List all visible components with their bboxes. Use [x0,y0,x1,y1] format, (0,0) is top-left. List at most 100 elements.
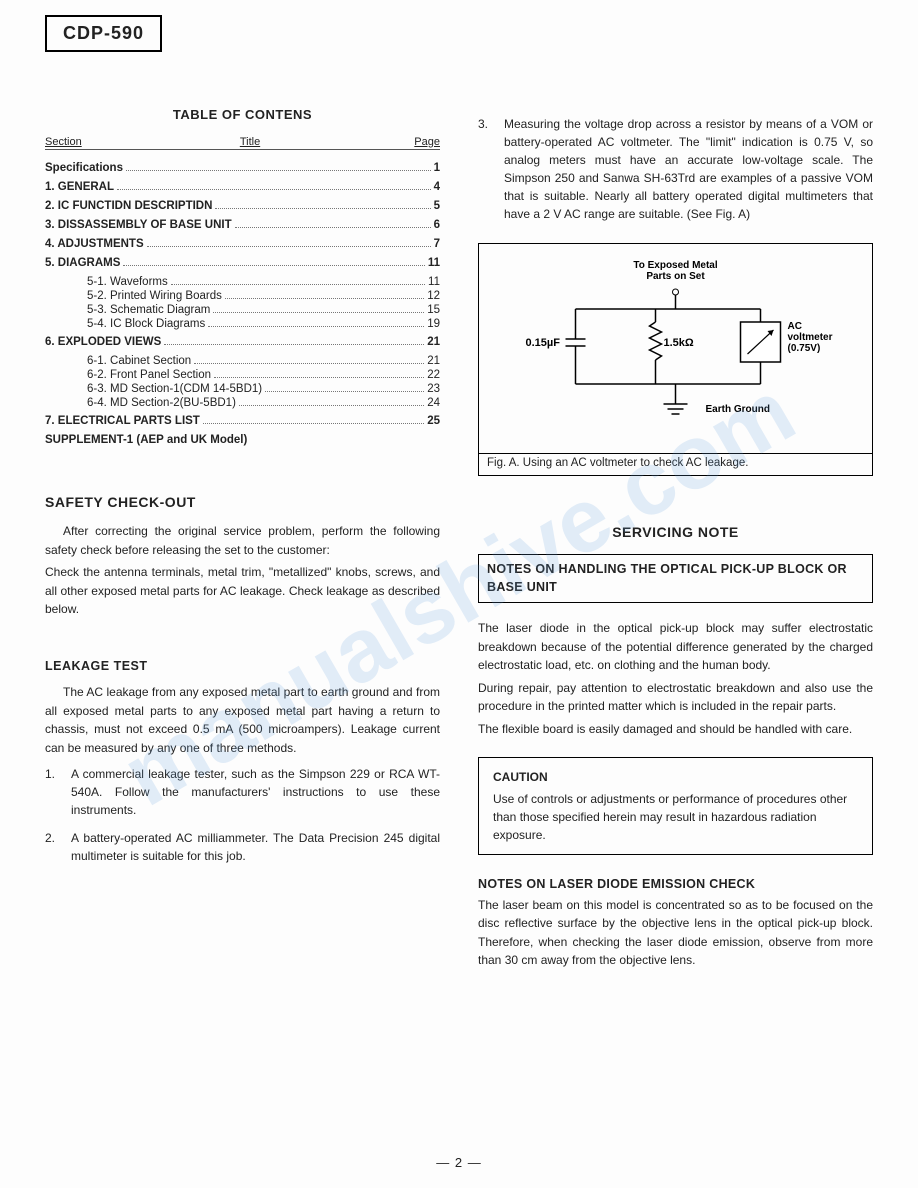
svg-text:0.15µF: 0.15µF [526,337,561,349]
toc-dots [214,377,424,378]
toc-dots [126,170,431,171]
toc-dots [117,189,431,190]
toc-label: 6-1. Cabinet Section [87,355,191,367]
toc-label: Specifications [45,162,123,174]
toc-label: 5-4. IC Block Diagrams [87,318,205,330]
svg-text:AC: AC [788,321,802,332]
toc-header-title: Title [100,136,400,148]
svg-text:(0.75V): (0.75V) [788,343,821,354]
svg-text:Parts on Set: Parts on Set [646,271,705,282]
toc-page: 21 [427,355,440,367]
toc-page: 24 [427,397,440,409]
toc-page: 6 [434,219,440,231]
toc-label: 3. DISSASSEMBLY OF BASE UNIT [45,219,232,231]
toc-row: 5-3. Schematic Diagram 15 [45,304,440,316]
toc-page: 11 [428,276,440,288]
toc-body: Specifications 1 1. GENERAL 4 2. IC FUNCTIDN… [45,162,440,427]
toc-row: 5-2. Printed Wiring Boards 12 [45,290,440,302]
laser-title: NOTES ON LASER DIODE EMISSION CHECK [478,877,873,891]
list-item: 3. Measuring the voltage drop across a r… [478,115,873,223]
toc-row: 4. ADJUSTMENTS 7 [45,238,440,250]
toc-page: 23 [427,383,440,395]
toc-header: Section Title Page [45,136,440,150]
safety-title: SAFETY CHECK-OUT [45,494,440,510]
toc-page: 1 [434,162,440,174]
caution-body: Use of controls or adjustments or perfor… [493,790,858,844]
toc-dots [164,344,424,345]
toc-row: 5. DIAGRAMS11 [45,257,440,269]
toc-label: 6-2. Front Panel Section [87,369,211,381]
serv-p1: The laser diode in the optical pick-up b… [478,619,873,675]
figure-caption: Fig. A. Using an AC voltmeter to check A… [479,453,872,471]
model-number: CDP-590 [45,15,162,52]
notes-handling-box: NOTES ON HANDLING THE OPTICAL PICK-UP BL… [478,554,873,603]
toc-label: 4. ADJUSTMENTS [45,238,144,250]
toc-page: 7 [434,238,440,250]
servicing-title: SERVICING NOTE [478,524,873,540]
caution-box: CAUTION Use of controls or adjustments o… [478,757,873,855]
toc-row: 5-4. IC Block Diagrams 19 [45,318,440,330]
toc-dots [215,208,430,209]
circuit-diagram: To Exposed Metal Parts on Set 0.15µF [493,254,858,444]
svg-text:To Exposed Metal: To Exposed Metal [633,260,717,271]
toc-dots [123,265,424,266]
toc-page: 12 [427,290,440,302]
caution-title: CAUTION [493,768,858,786]
toc-row: 6-3. MD Section-1(CDM 14-5BD1) 23 [45,383,440,395]
page-number: — 2 — [0,1155,918,1170]
svg-text:Earth Ground: Earth Ground [706,404,770,415]
toc-label: 1. GENERAL [45,181,114,193]
toc-page: 19 [427,318,440,330]
safety-p1: After correcting the original service pr… [45,522,440,559]
toc-page: 25 [427,415,440,427]
toc-label: 6. EXPLODED VIEWS [45,336,161,348]
toc-page: 21 [427,336,440,348]
toc-label: 7. ELECTRICAL PARTS LIST [45,415,200,427]
svg-text:voltmeter: voltmeter [788,332,833,343]
toc-title: TABLE OF CONTENS [45,107,440,122]
left-column: TABLE OF CONTENS Section Title Page Spec… [45,107,440,974]
serv-p3: The flexible board is easily damaged and… [478,720,873,739]
toc-row: Specifications 1 [45,162,440,174]
toc-header-section: Section [45,136,100,148]
toc-row: 6-2. Front Panel Section22 [45,369,440,381]
toc-row: 6. EXPLODED VIEWS 21 [45,336,440,348]
leak-title: LEAKAGE TEST [45,659,440,673]
toc-row: 1. GENERAL 4 [45,181,440,193]
item-text: Measuring the voltage drop across a resi… [504,115,873,223]
toc-label: 5-3. Schematic Diagram [87,304,210,316]
toc-row: 3. DISSASSEMBLY OF BASE UNIT 6 [45,219,440,231]
leak-list: 1.A commercial leakage tester, such as t… [45,765,440,865]
toc-dots [239,405,424,406]
toc-label: 5-2. Printed Wiring Boards [87,290,222,302]
toc-label: 6-4. MD Section-2(BU-5BD1) [87,397,236,409]
laser-body: The laser beam on this model is concentr… [478,896,873,970]
toc-dots [203,423,424,424]
figure-a-box: To Exposed Metal Parts on Set 0.15µF [478,243,873,476]
item-number: 3. [478,115,494,223]
toc-dots [265,391,424,392]
toc-label: 6-3. MD Section-1(CDM 14-5BD1) [87,383,262,395]
toc-dots [235,227,431,228]
toc-dots [225,298,424,299]
svg-text:1.5kΩ: 1.5kΩ [664,337,694,349]
item-number: 1. [45,765,61,819]
item-number: 2. [45,829,61,865]
item-text: A battery-operated AC milliammeter. The … [71,829,440,865]
toc-row: 2. IC FUNCTIDN DESCRIPTIDN5 [45,200,440,212]
toc-page: 4 [434,181,440,193]
toc-dots [171,284,425,285]
toc-supplement: SUPPLEMENT-1 (AEP and UK Model) [45,434,440,446]
leak-p1: The AC leakage from any exposed metal pa… [45,683,440,757]
toc-header-page: Page [400,136,440,148]
toc-row: 6-4. MD Section-2(BU-5BD1) 24 [45,397,440,409]
toc-page: 5 [434,200,440,212]
toc-row: 5-1. Waveforms 11 [45,276,440,288]
toc-row: 6-1. Cabinet Section 21 [45,355,440,367]
toc-dots [194,363,424,364]
toc-label: 5-1. Waveforms [87,276,168,288]
serv-p2: During repair, pay attention to electros… [478,679,873,716]
list-item: 2. A battery-operated AC milliammeter. Th… [45,829,440,865]
toc-page: 15 [427,304,440,316]
toc-page: 11 [428,257,440,269]
